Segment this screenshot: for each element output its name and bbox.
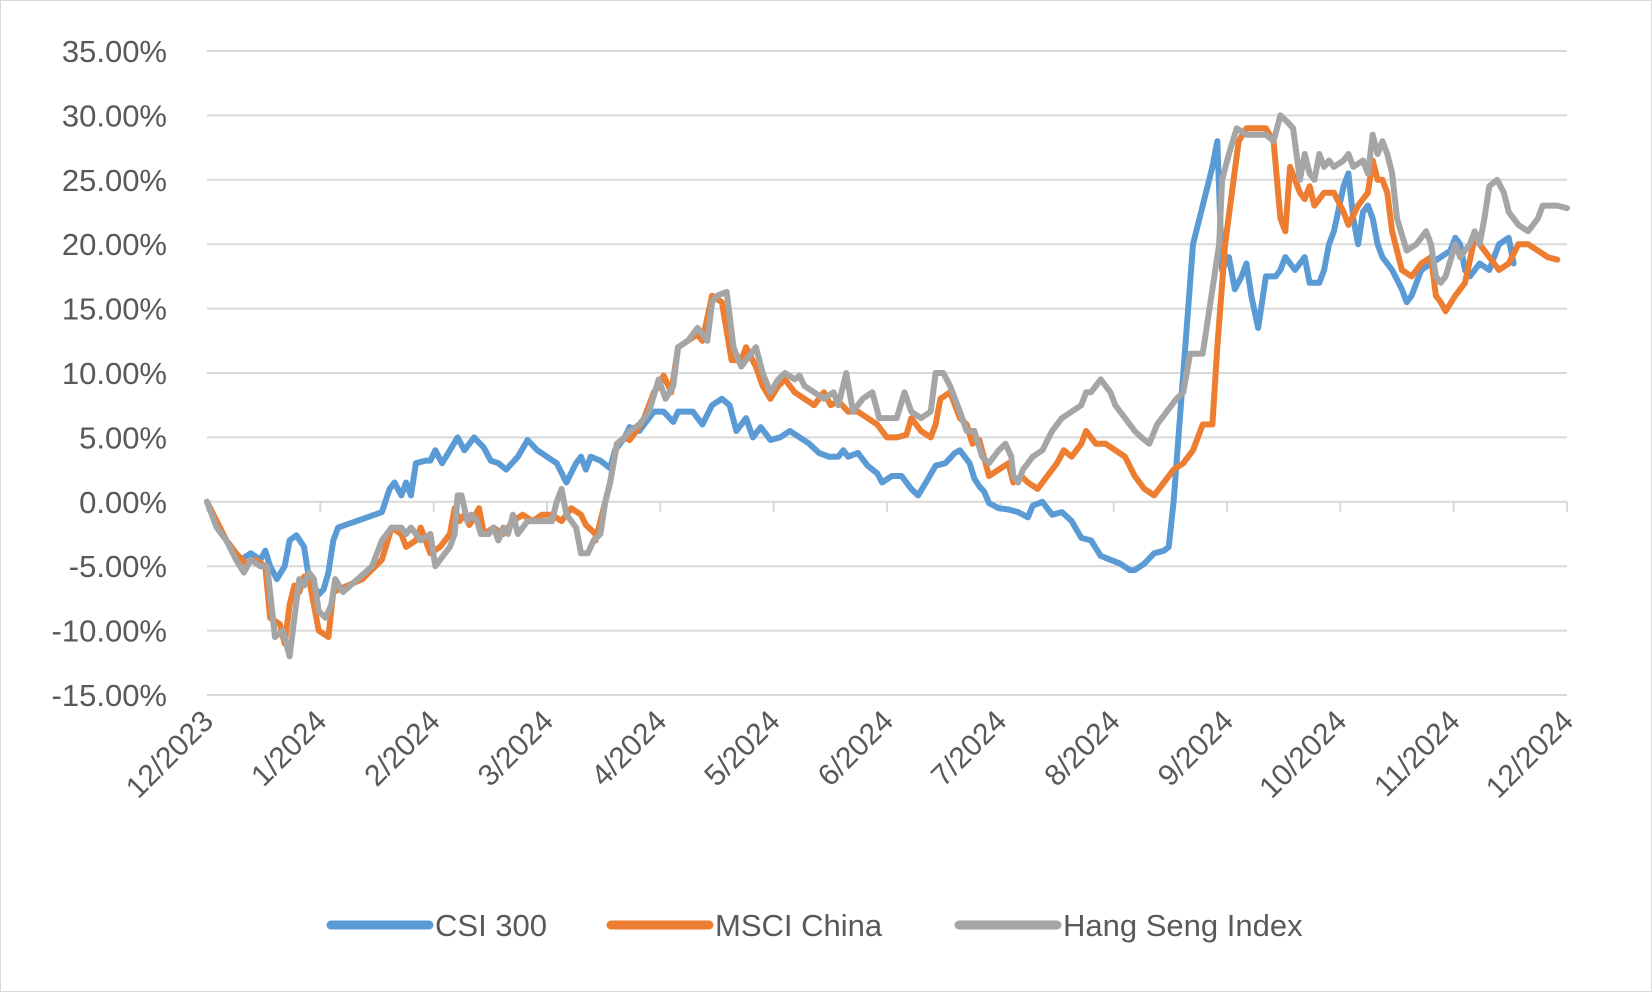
x-tick-label: 1/2024 [245, 705, 333, 793]
series-line-msci-china [204, 125, 1561, 647]
series-lines [204, 112, 1570, 660]
x-tick-label: 5/2024 [698, 705, 786, 793]
x-tick-label: 8/2024 [1038, 705, 1126, 793]
y-tick-label: 20.00% [62, 227, 167, 262]
x-tick-label: 9/2024 [1152, 705, 1240, 793]
gridlines [207, 50, 1567, 696]
y-tick-label: 5.00% [79, 420, 167, 455]
legend-label: Hang Seng Index [1063, 908, 1303, 943]
x-tick-label: 4/2024 [585, 705, 673, 793]
x-tick-label: 11/2024 [1368, 705, 1466, 803]
y-tick-label: 35.00% [62, 34, 167, 69]
legend-label: CSI 300 [435, 908, 547, 943]
y-tick-label: 30.00% [62, 98, 167, 133]
legend-label: MSCI China [715, 908, 883, 943]
y-tick-label: 15.00% [62, 292, 167, 327]
x-tick-label: 7/2024 [925, 705, 1013, 793]
y-tick-label: -10.00% [52, 614, 167, 649]
legend: CSI 300 MSCI China Hang Seng Index [326, 908, 1303, 943]
x-tick-label: 12/2023 [120, 705, 220, 805]
y-tick-label: 10.00% [62, 356, 167, 391]
x-tick-label: 6/2024 [812, 705, 900, 793]
series-line-hang-seng-index [204, 112, 1570, 660]
y-tick-label: 25.00% [62, 163, 167, 198]
x-tick-label: 12/2024 [1480, 705, 1580, 805]
x-tick-label: 2/2024 [358, 705, 446, 793]
y-tick-label: -15.00% [52, 678, 167, 713]
y-tick-label: -5.00% [69, 549, 167, 584]
x-tick-label: 3/2024 [472, 705, 560, 793]
y-axis-labels: 35.00% 30.00% 25.00% 20.00% 15.00% 10.00% 5.00… [52, 34, 167, 713]
y-tick-label: 0.00% [79, 485, 167, 520]
x-axis-labels: 12/2023 1/2024 2/2024 3/2024 4/2024 5/2024 6/2… [120, 705, 1580, 805]
x-axis [206, 500, 1568, 512]
x-tick-label: 10/2024 [1253, 705, 1353, 805]
series-line-csi-300 [204, 138, 1517, 598]
